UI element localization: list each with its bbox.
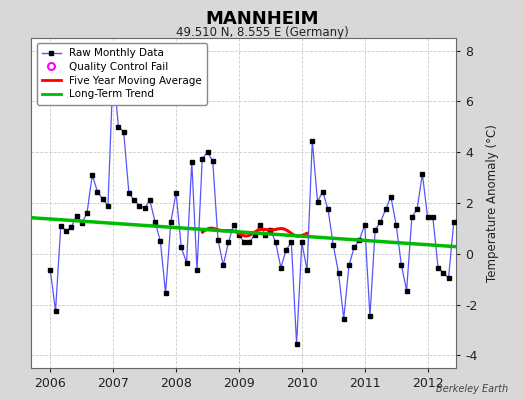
Text: MANNHEIM: MANNHEIM (205, 10, 319, 28)
Y-axis label: Temperature Anomaly (°C): Temperature Anomaly (°C) (486, 124, 499, 282)
Text: Berkeley Earth: Berkeley Earth (436, 384, 508, 394)
Legend: Raw Monthly Data, Quality Control Fail, Five Year Moving Average, Long-Term Tren: Raw Monthly Data, Quality Control Fail, … (37, 43, 207, 104)
Text: 49.510 N, 8.555 E (Germany): 49.510 N, 8.555 E (Germany) (176, 26, 348, 39)
